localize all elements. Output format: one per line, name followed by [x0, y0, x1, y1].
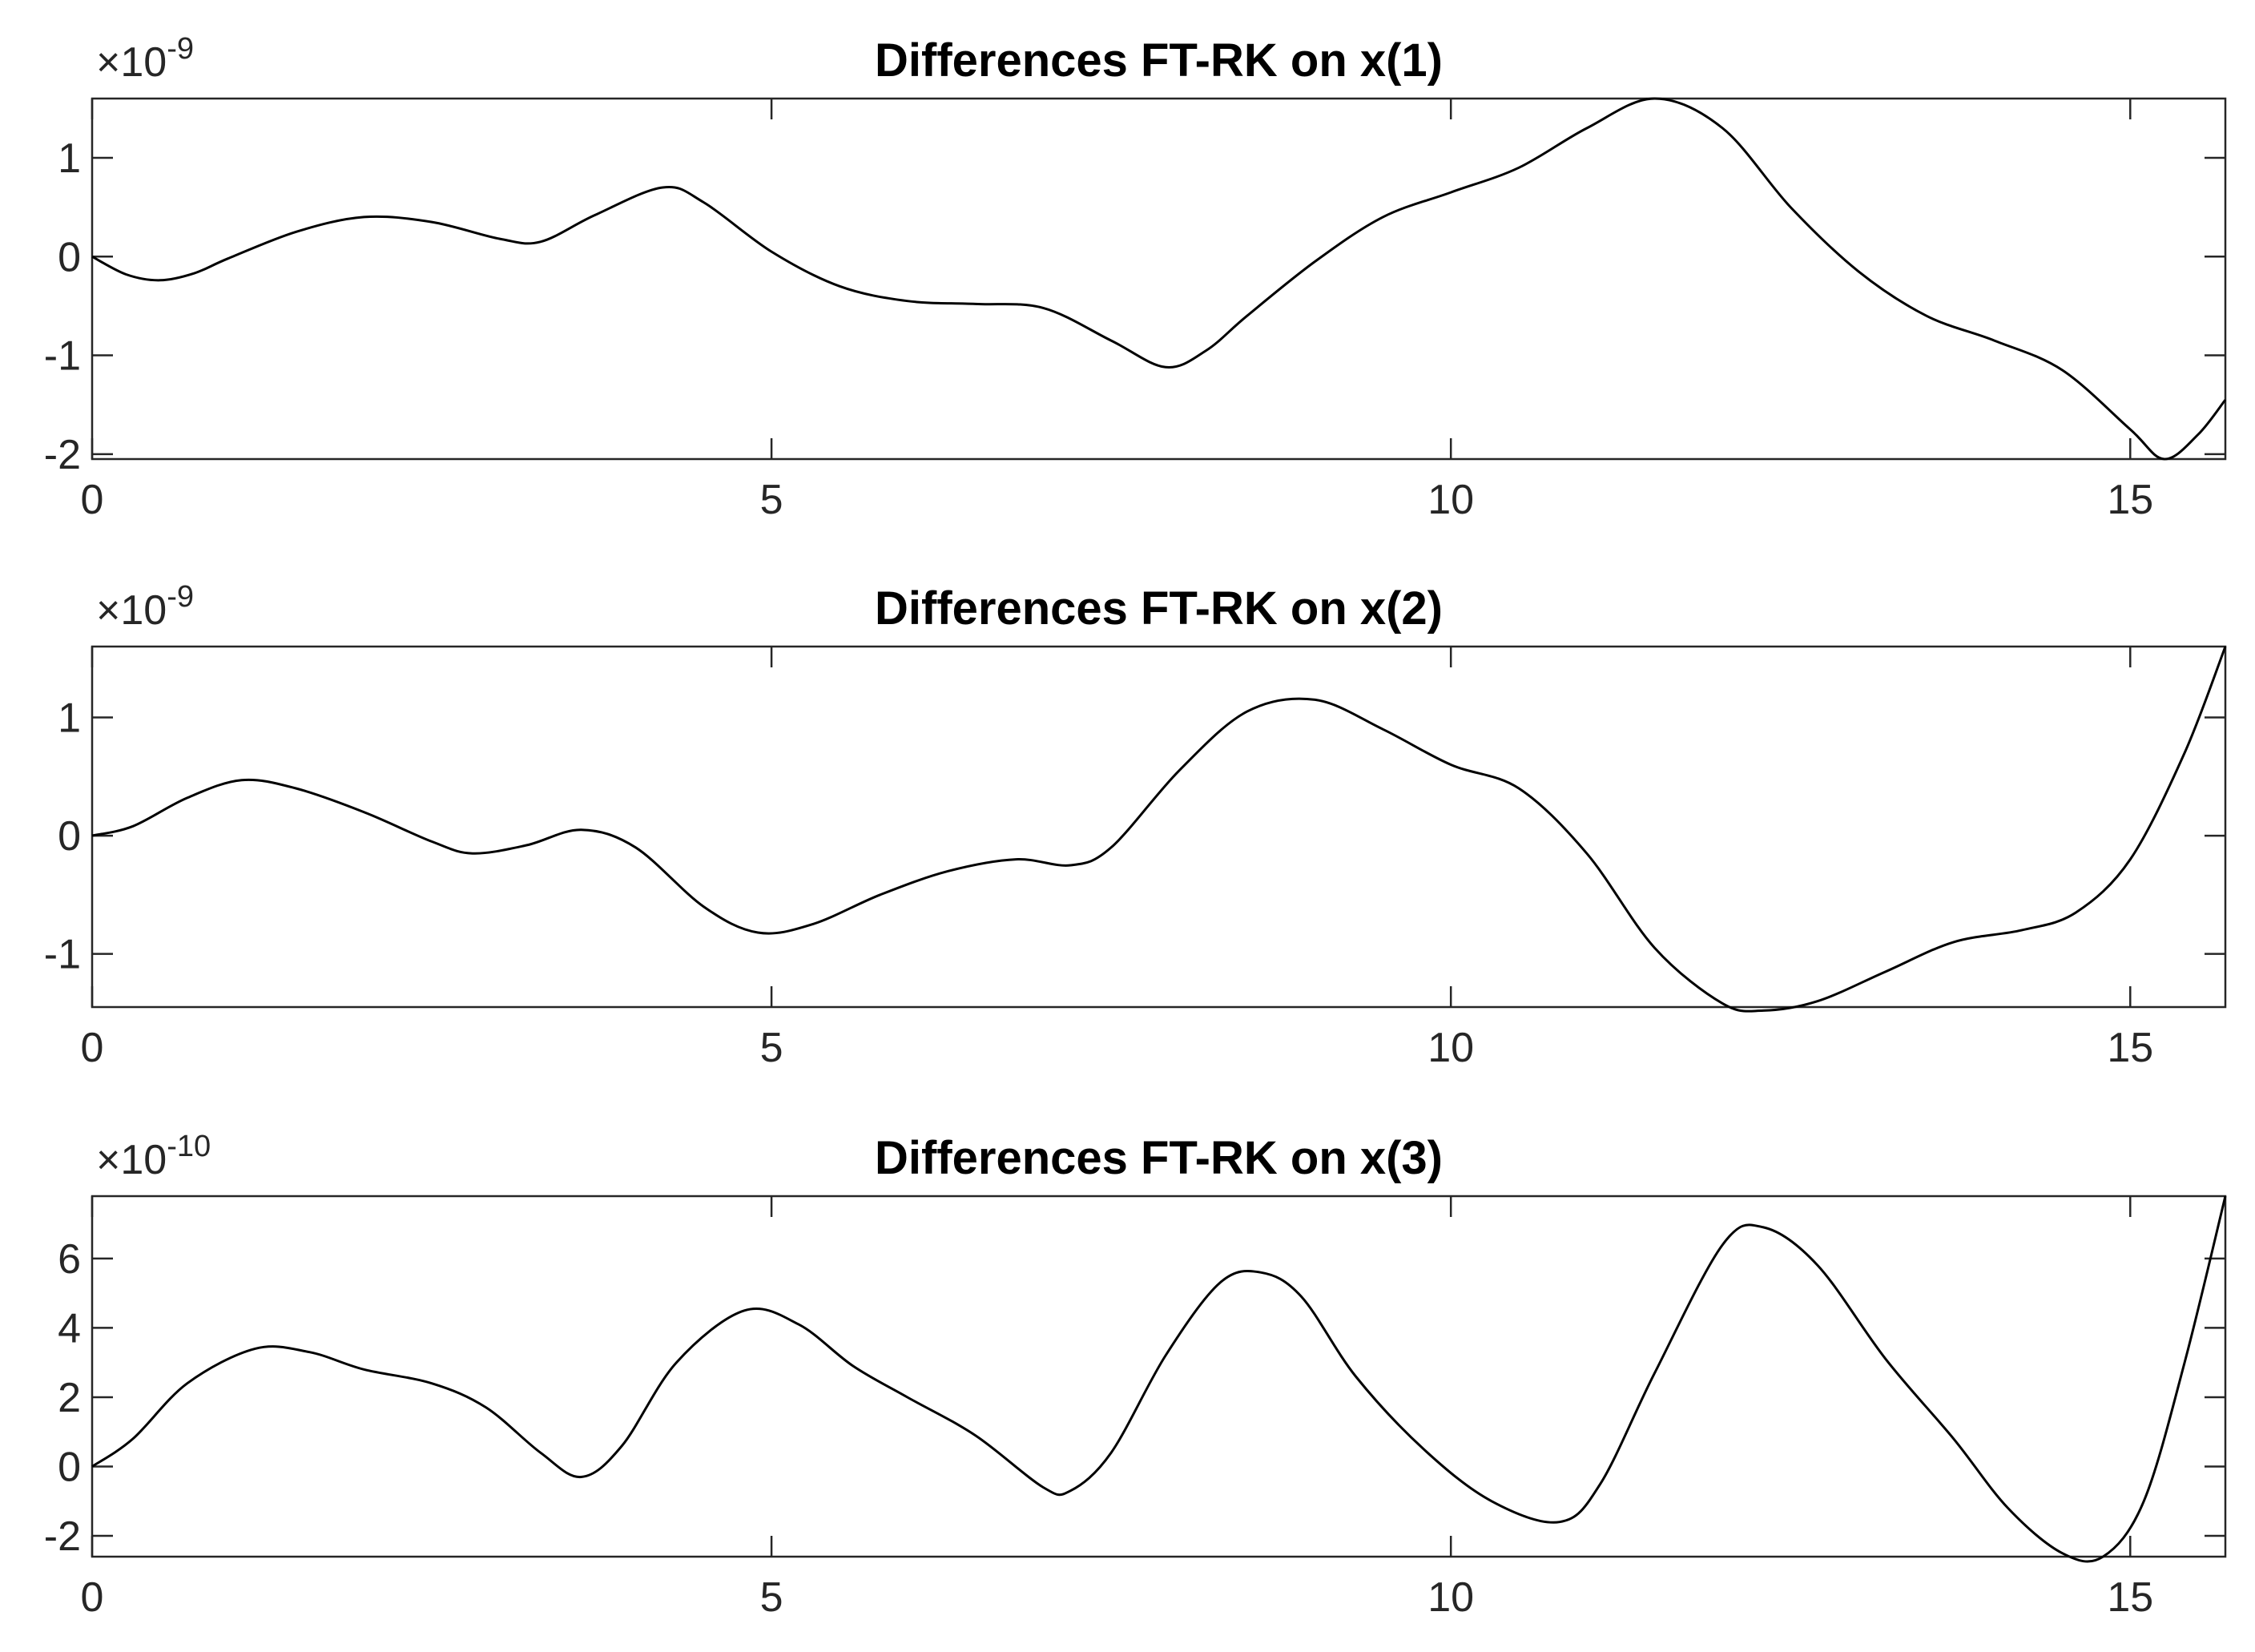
x-tick-label: 0: [81, 1574, 104, 1621]
series-line-1: [91, 646, 2227, 1013]
y-tick-label: -1: [44, 333, 81, 380]
y-exponent-label: ×10-9: [96, 580, 194, 634]
x-tick-label: 15: [2107, 1574, 2153, 1621]
x-tick-label: 10: [1427, 1025, 1474, 1071]
y-tick-label: 0: [58, 813, 81, 860]
x-tick-label: 15: [2107, 477, 2153, 523]
axes-box: [91, 97, 2227, 461]
axes-box: [91, 1195, 2227, 1558]
y-tick-label: -2: [44, 1513, 81, 1560]
x-tick-label: 10: [1427, 1574, 1474, 1621]
x-tick-label: 0: [81, 477, 104, 523]
y-tick-label: 1: [58, 135, 81, 182]
subplot-1: Differences FT-RK on x(1)×10-90 5 10 15-2-1…: [44, 32, 2227, 523]
y-tick-label: 0: [58, 234, 81, 280]
y-tick-label: 6: [58, 1236, 81, 1283]
series-line-1: [91, 1195, 2227, 1563]
subplot-2: Differences FT-RK on x(2) ×10-9 0 5 10 15 -1 0 1: [44, 580, 2227, 1071]
y-tick-label: -1: [44, 932, 81, 978]
y-exponent-label: ×10-9: [96, 32, 194, 86]
x-tick-label: 15: [2107, 1025, 2153, 1071]
x-tick-label: 0: [81, 1025, 104, 1071]
series-line-1: [91, 97, 2227, 461]
subplot-title: Differences FT-RK on x(1): [875, 34, 1443, 87]
axes-box: [91, 645, 2227, 1009]
subplot-3: Differences FT-RK on x(3)×10-100 5 10 15-20…: [44, 1130, 2227, 1621]
y-tick-label: 4: [58, 1305, 81, 1352]
x-tick-label: 5: [760, 1574, 783, 1621]
y-tick-label: 1: [58, 695, 81, 742]
x-tick-label: 5: [760, 1025, 783, 1071]
x-tick-label: 5: [760, 477, 783, 523]
y-exponent-value: -9: [167, 580, 194, 614]
x-tick-label: 10: [1427, 477, 1474, 523]
y-tick-label: -2: [44, 432, 81, 478]
y-exponent-value: -9: [167, 32, 194, 66]
y-exponent-value: -10: [167, 1130, 211, 1163]
y-exponent-label: ×10-10: [96, 1130, 211, 1183]
subplot-title: Differences FT-RK on x(2): [875, 582, 1443, 635]
y-tick-label: 0: [58, 1444, 81, 1491]
subplot-title: Differences FT-RK on x(3): [875, 1132, 1443, 1184]
y-tick-label: 2: [58, 1375, 81, 1421]
